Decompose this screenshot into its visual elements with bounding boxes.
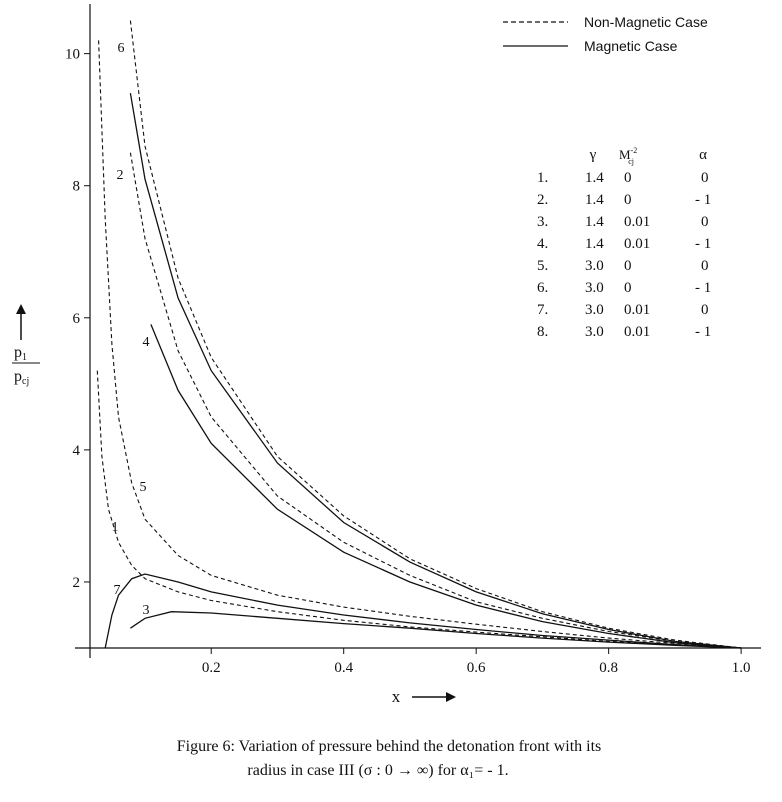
table-header: α — [699, 147, 707, 163]
legend-label: Non-Magnetic Case — [584, 14, 708, 30]
curve — [129, 93, 742, 649]
table-cell: 0 — [624, 258, 632, 274]
table-cell: - 1 — [695, 236, 711, 252]
curve-label: 7 — [114, 583, 121, 598]
table-cell: 3.0 — [585, 258, 604, 274]
table-cell: 6. — [537, 280, 548, 296]
table-cell: 4. — [537, 236, 548, 252]
table-cell: 0.01 — [624, 236, 650, 252]
curve-label: 5 — [140, 480, 147, 495]
table-cell: 0 — [701, 302, 709, 318]
curve — [150, 324, 742, 649]
curve — [98, 40, 742, 649]
header-sup: -2 — [631, 146, 638, 155]
table-cell: 1.4 — [585, 236, 604, 252]
y-label-sub: 1 — [22, 352, 27, 363]
table-header: γ — [589, 147, 597, 163]
table-cell: 0.01 — [624, 302, 650, 318]
curve — [129, 152, 742, 649]
axis-arrow — [16, 304, 26, 314]
table-cell: 3. — [537, 214, 548, 230]
caption-line: Figure 6: Variation of pressure behind t… — [177, 738, 602, 755]
table-cell: 1.4 — [585, 192, 604, 208]
x-tick-label: 0.6 — [467, 660, 486, 676]
table-cell: 8. — [537, 324, 548, 340]
x-tick-label: 0.8 — [599, 660, 618, 676]
curve — [104, 573, 742, 649]
y-tick-label: 4 — [73, 443, 81, 459]
table-cell: 3.0 — [585, 324, 604, 340]
table-cell: 0 — [624, 170, 632, 186]
y-tick-label: 10 — [65, 47, 80, 63]
curve — [129, 20, 742, 649]
y-label-numerator: p1 — [14, 344, 27, 363]
y-label-denominator: pcj — [14, 368, 29, 387]
legend-label: Magnetic Case — [584, 38, 678, 54]
x-tick-label: 0.2 — [202, 660, 221, 676]
table-cell: 1. — [537, 170, 548, 186]
table-cell: 5. — [537, 258, 548, 274]
table-cell: 1.4 — [585, 214, 604, 230]
x-tick-label: 0.4 — [334, 660, 353, 676]
table-cell: - 1 — [695, 192, 711, 208]
header-base: M — [619, 147, 631, 162]
table-cell: 1.4 — [585, 170, 604, 186]
table-cell: 0.01 — [624, 324, 650, 340]
curve-label: 3 — [143, 603, 150, 618]
table-cell: 0 — [701, 258, 709, 274]
y-label-sub: cj — [22, 376, 29, 387]
curve-label: 4 — [143, 335, 150, 350]
table-cell: 0 — [701, 170, 709, 186]
curve — [130, 611, 742, 649]
x-axis-label: x — [392, 687, 401, 706]
y-tick-label: 2 — [73, 575, 81, 591]
table-cell: 0 — [624, 192, 632, 208]
header-sub: cj — [628, 157, 634, 166]
table-cell: 0.01 — [624, 214, 650, 230]
table-cell: 3.0 — [585, 302, 604, 318]
table-cell: 3.0 — [585, 280, 604, 296]
x-tick-label: 1.0 — [732, 660, 751, 676]
curve — [96, 370, 742, 649]
table-cell: - 1 — [695, 324, 711, 340]
caption-line: radius in case III (σ : 0 → ∞) for α₁= -… — [247, 762, 508, 779]
table-cell: - 1 — [695, 280, 711, 296]
table-cell: 7. — [537, 302, 548, 318]
curve-label: 1 — [112, 520, 119, 535]
table-cell: 0 — [701, 214, 709, 230]
table-cell: 2. — [537, 192, 548, 208]
y-label-text: p — [14, 344, 22, 361]
y-label-text: p — [14, 368, 22, 385]
table-header: M-2 cj — [619, 146, 637, 166]
curve-label: 2 — [117, 168, 124, 183]
y-tick-label: 8 — [73, 179, 81, 195]
y-tick-label: 6 — [73, 311, 81, 327]
axis-arrow — [446, 692, 456, 702]
table-cell: 0 — [624, 280, 632, 296]
curve-label: 6 — [118, 41, 125, 56]
